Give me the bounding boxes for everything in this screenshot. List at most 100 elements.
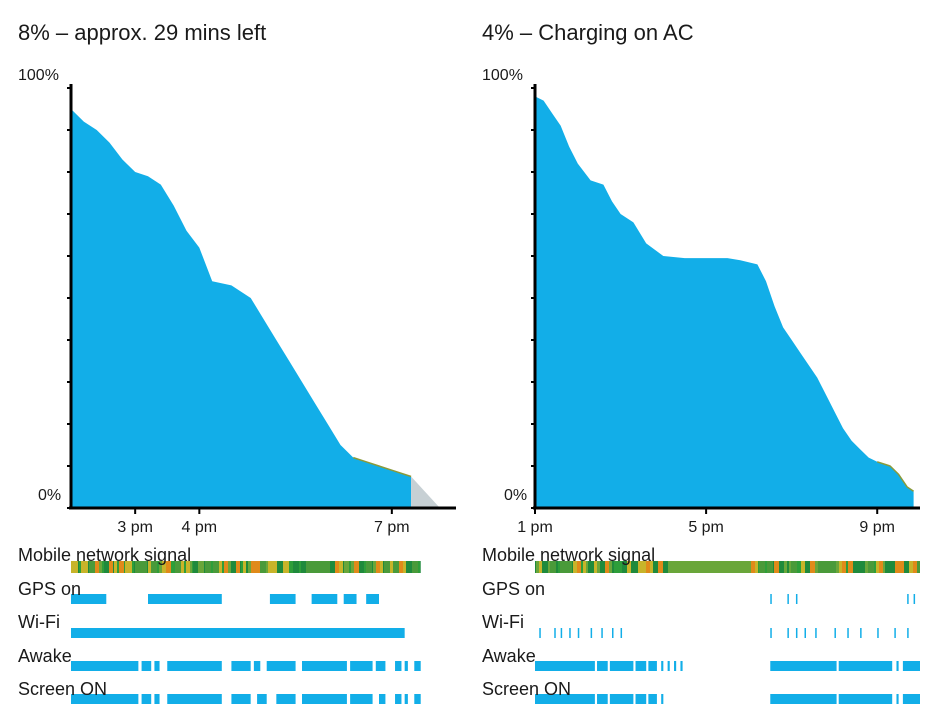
signal-segment	[909, 561, 913, 573]
row-label-gps-on: GPS on	[18, 579, 82, 599]
signal-segment	[663, 561, 668, 573]
signal-segment	[248, 561, 251, 573]
x-tick-label: 7 pm	[374, 519, 410, 536]
signal-segment	[251, 561, 256, 573]
row-label-screen-on: Screen ON	[482, 679, 572, 699]
signal-segment	[689, 561, 692, 573]
battery-level-plot: 3 pm 4 pm 7 pm	[67, 84, 456, 704]
signal-segment	[99, 561, 102, 573]
signal-segment	[650, 561, 653, 573]
signal-segment	[224, 561, 228, 573]
signal-segment	[186, 561, 190, 573]
row-label-mobile-network-signal: Mobile network signal	[482, 545, 656, 565]
signal-segment	[222, 561, 224, 573]
signal-segment	[755, 561, 758, 573]
row-bar-segment	[795, 594, 798, 604]
signal-segment	[703, 561, 706, 573]
signal-segment	[243, 561, 246, 573]
signal-segment	[102, 561, 104, 573]
signal-segment	[767, 561, 773, 573]
signal-segment	[824, 561, 830, 573]
signal-segment	[390, 561, 393, 573]
signal-segment	[642, 561, 646, 573]
signal-segment	[343, 561, 344, 573]
row-bar-segment	[302, 661, 347, 671]
signal-segment	[364, 561, 366, 573]
signal-segment	[536, 561, 539, 573]
y-axis-bottom-label: 0%	[38, 487, 62, 504]
signal-segment	[631, 561, 637, 573]
signal-segment	[384, 561, 390, 573]
signal-segment	[745, 561, 751, 573]
signal-segment	[594, 561, 597, 573]
signal-segment	[312, 561, 318, 573]
signal-segment	[735, 561, 736, 573]
row-bar-segment	[366, 594, 379, 604]
signal-segment	[173, 561, 175, 573]
row-bar-segment	[141, 694, 152, 704]
signal-segment	[380, 561, 383, 573]
signal-segment	[289, 561, 291, 573]
signal-segment	[399, 561, 403, 573]
signal-segment	[784, 561, 787, 573]
signal-segment	[899, 561, 904, 573]
signal-segment	[573, 561, 577, 573]
row-bar-segment	[302, 694, 347, 704]
signal-segment	[213, 561, 219, 573]
row-bar-segment	[804, 628, 806, 638]
signal-segment	[830, 561, 836, 573]
signal-segment	[560, 561, 566, 573]
signal-segment	[418, 561, 420, 573]
signal-segment	[550, 561, 556, 573]
signal-segment	[84, 561, 88, 573]
signal-segment	[557, 561, 558, 573]
row-bar-segment	[148, 594, 222, 604]
signal-segment	[714, 561, 716, 573]
signal-segment	[291, 561, 293, 573]
signal-segment	[260, 561, 266, 573]
signal-segment	[725, 561, 729, 573]
signal-segment	[79, 561, 81, 573]
signal-segment	[788, 561, 789, 573]
chart-title: 4% – Charging on AC	[482, 20, 694, 45]
signal-segment	[147, 561, 148, 573]
signal-segment	[95, 561, 99, 573]
signal-segment	[616, 561, 618, 573]
signal-segment	[407, 561, 412, 573]
signal-segment	[228, 561, 231, 573]
signal-segment	[166, 561, 171, 573]
row-bar-segment	[577, 628, 580, 638]
signal-segment	[88, 561, 89, 573]
signal-segment	[719, 561, 725, 573]
row-bar-segment	[815, 628, 817, 638]
signal-segment	[159, 561, 162, 573]
signal-segment	[134, 561, 135, 573]
signal-segment	[612, 561, 613, 573]
y-axis-bottom-label: 0%	[504, 487, 528, 504]
row-bar-segment	[311, 594, 338, 604]
signal-segment	[129, 561, 132, 573]
row-bar-segment	[896, 694, 899, 704]
row-bar-segment	[907, 628, 909, 638]
signal-segment	[286, 561, 289, 573]
signal-segment	[600, 561, 605, 573]
signal-segment	[192, 561, 193, 573]
signal-segment	[351, 561, 354, 573]
row-bar-segment	[667, 661, 670, 671]
signal-segment	[853, 561, 858, 573]
row-bar-segment	[231, 661, 251, 671]
signal-segment	[135, 561, 141, 573]
signal-segment	[716, 561, 717, 573]
signal-segment	[620, 561, 622, 573]
signal-segment	[109, 561, 113, 573]
row-bar-segment	[680, 661, 683, 671]
signal-segment	[274, 561, 277, 573]
signal-segment	[81, 561, 84, 573]
row-bar-segment	[554, 628, 556, 638]
x-tick-label: 4 pm	[182, 519, 218, 536]
signal-segment	[627, 561, 631, 573]
signal-segment	[566, 561, 572, 573]
signal-segment	[895, 561, 899, 573]
signal-segment	[301, 561, 306, 573]
row-bar-segment	[635, 694, 647, 704]
